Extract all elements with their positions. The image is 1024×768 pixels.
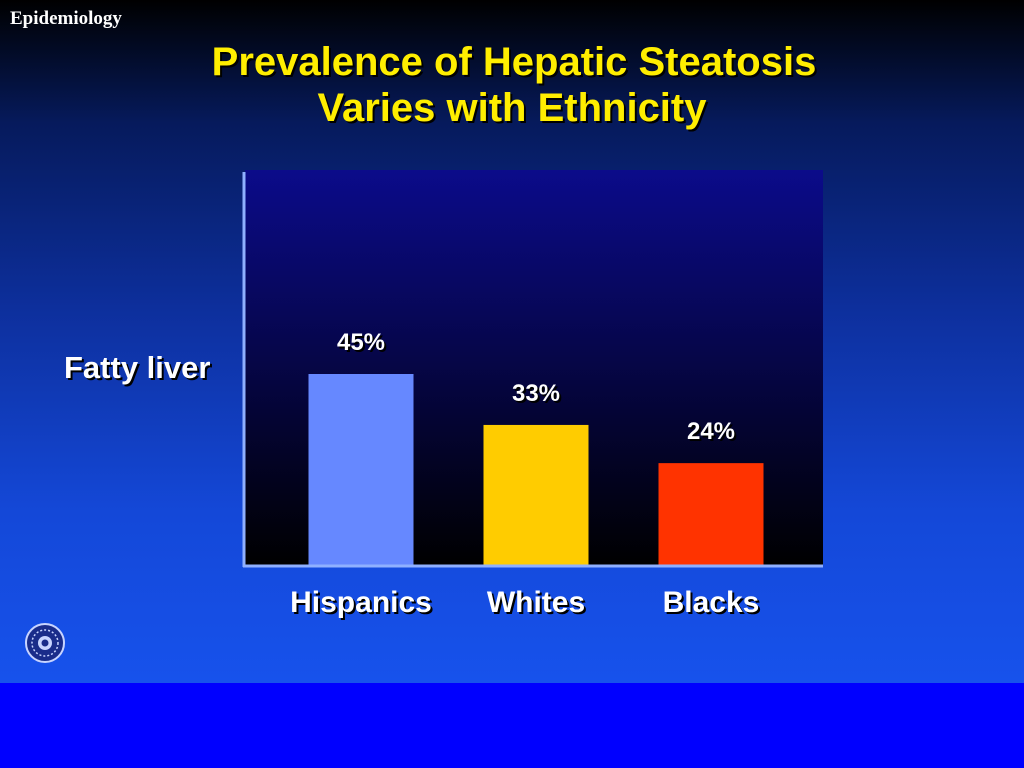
bottom-band xyxy=(0,683,1024,768)
bar-value-label-blacks: 24% xyxy=(687,418,735,445)
bar-value-label-hispanics: 45% xyxy=(337,329,385,356)
bar-blacks xyxy=(658,463,764,565)
slide-title-line-2: Varies with Ethnicity xyxy=(317,86,707,130)
category-label-blacks: Blacks xyxy=(663,586,760,619)
bar-value-label-whites: 33% xyxy=(512,380,560,407)
section-label: Epidemiology xyxy=(10,8,122,29)
category-label-shadow-hispanics: Hispanics xyxy=(292,588,434,621)
category-label-shadow-blacks: Blacks xyxy=(665,588,762,621)
bar-chart: 45%45%HispanicsHispanics33%33%WhitesWhit… xyxy=(242,170,823,621)
bar-value-shadow-hispanics: 45% xyxy=(339,331,387,358)
category-label-shadow-whites: Whites xyxy=(489,588,587,621)
bar-hispanics xyxy=(308,374,414,565)
bar-whites xyxy=(483,424,589,565)
y-axis-label: Fatty liver xyxy=(64,350,211,385)
bar-value-shadow-whites: 33% xyxy=(514,382,562,409)
slide-title-line-1: Prevalence of Hepatic Steatosis xyxy=(211,40,817,84)
category-label-whites: Whites xyxy=(487,586,585,619)
bar-value-shadow-blacks: 24% xyxy=(689,420,737,447)
category-label-hispanics: Hispanics xyxy=(290,586,432,619)
institution-seal-icon xyxy=(25,623,65,663)
